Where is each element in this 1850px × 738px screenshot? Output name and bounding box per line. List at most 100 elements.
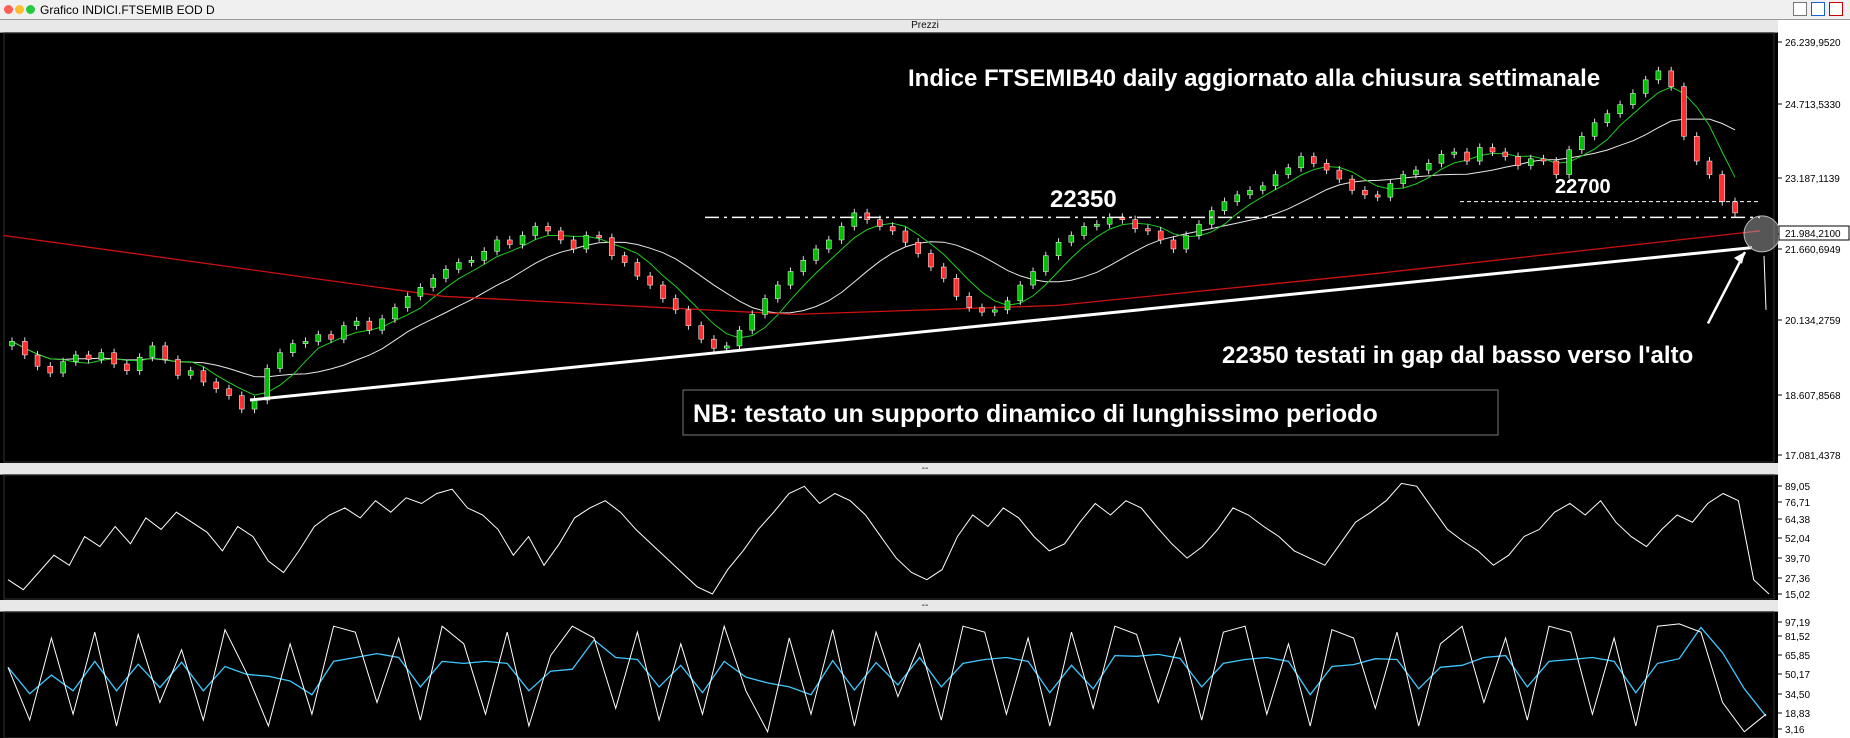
- close-dot-icon[interactable]: [4, 5, 13, 14]
- y-tick-label: 24.713,5330: [1785, 100, 1841, 111]
- candle-body: [468, 260, 475, 263]
- candle-body: [1221, 201, 1228, 211]
- candle-body: [685, 309, 692, 326]
- candle-body: [1617, 104, 1623, 114]
- candle-body: [1489, 147, 1496, 153]
- candle: [111, 348, 117, 369]
- candle: [392, 303, 398, 323]
- candle: [979, 303, 985, 317]
- candle: [1604, 109, 1611, 127]
- candle: [596, 231, 602, 242]
- candle: [519, 231, 526, 249]
- candle-body: [647, 275, 653, 286]
- rsi-line: [7, 482, 1770, 595]
- candle-body: [443, 269, 449, 279]
- candle: [1362, 186, 1368, 199]
- candle-body: [290, 343, 296, 353]
- last-price-box: [1778, 225, 1850, 241]
- candle-body: [762, 298, 768, 315]
- candle-body: [507, 239, 513, 245]
- price-panel-label: Prezzi: [911, 20, 939, 31]
- y-tick-label: 21.660,6949: [1785, 245, 1841, 256]
- note-box: [682, 389, 1499, 436]
- candle: [1234, 190, 1240, 206]
- level-22350-label: 22350: [1050, 186, 1117, 213]
- candle: [1591, 118, 1598, 141]
- candle: [60, 357, 66, 378]
- candle: [277, 348, 283, 373]
- candle-body: [1106, 217, 1113, 225]
- window-close-button[interactable]: [1829, 2, 1843, 16]
- candle-body: [838, 226, 845, 241]
- candle-body: [47, 365, 54, 374]
- candle-body: [991, 309, 998, 313]
- candle-body: [609, 237, 615, 256]
- candle: [1094, 220, 1100, 231]
- candle-body: [1336, 169, 1343, 180]
- candle: [213, 377, 219, 393]
- candle-body: [1030, 271, 1036, 286]
- rsi-tick-label: 76,71: [1785, 498, 1810, 509]
- maximize-dot-icon[interactable]: [26, 5, 35, 14]
- minimize-dot-icon[interactable]: [15, 5, 24, 14]
- gap-circle: [1743, 215, 1781, 253]
- arrowhead-icon: [1734, 251, 1745, 264]
- candle: [1030, 267, 1036, 290]
- ma-fast-line: [11, 86, 1736, 396]
- candle: [558, 226, 564, 245]
- annotation-arrow: [1706, 251, 1747, 324]
- candle-body: [213, 381, 219, 390]
- candle: [1438, 150, 1445, 168]
- candle: [481, 247, 487, 265]
- candle-body: [226, 388, 232, 396]
- small-arrow: [1763, 255, 1767, 310]
- candle: [1719, 170, 1725, 206]
- candle: [1528, 154, 1534, 170]
- candle-body: [1438, 154, 1445, 164]
- candle-body: [545, 226, 551, 232]
- candle-body: [1017, 284, 1024, 302]
- note-text: NB: testato un supporto dinamico di lung…: [693, 400, 1378, 428]
- candle-body: [1464, 151, 1470, 162]
- candle: [1451, 147, 1457, 159]
- candle: [621, 251, 628, 267]
- candle-body: [341, 325, 347, 340]
- candle-body: [889, 226, 896, 232]
- candle: [915, 238, 921, 258]
- candle: [379, 314, 385, 335]
- candle-body: [953, 278, 960, 297]
- candle-body: [111, 352, 117, 365]
- candle-body: [1451, 151, 1457, 155]
- candle-body: [73, 354, 79, 362]
- candle: [1221, 197, 1228, 215]
- candle-body: [1719, 174, 1725, 202]
- candle-body: [532, 226, 539, 236]
- candle-body: [1476, 147, 1483, 162]
- candle: [1349, 175, 1355, 195]
- candle-body: [1260, 185, 1266, 191]
- candle: [1553, 156, 1560, 179]
- candle-body: [1515, 156, 1521, 166]
- candle: [187, 366, 194, 380]
- candle-body: [1374, 194, 1381, 198]
- window-minimize-button[interactable]: [1793, 2, 1807, 16]
- rsi-tick-label: 64,38: [1785, 515, 1810, 526]
- candle-body: [1081, 226, 1087, 236]
- candle-body: [1706, 160, 1713, 175]
- candle: [34, 350, 41, 371]
- ma-mid-line: [11, 118, 1736, 378]
- candle-body: [60, 361, 66, 374]
- title-annotation: Indice FTSEMIB40 daily aggiornato alla c…: [908, 65, 1600, 92]
- candle: [47, 362, 54, 378]
- candle-body: [877, 219, 883, 227]
- candle-body: [902, 230, 909, 243]
- candle-body: [1732, 201, 1738, 214]
- candle-body: [124, 363, 130, 371]
- stoch-k-line: [7, 623, 1767, 734]
- candle: [507, 235, 513, 249]
- candle-body: [1323, 163, 1330, 171]
- candle: [1132, 215, 1138, 233]
- candle-body: [1387, 183, 1394, 198]
- window-restore-button[interactable]: [1811, 2, 1825, 16]
